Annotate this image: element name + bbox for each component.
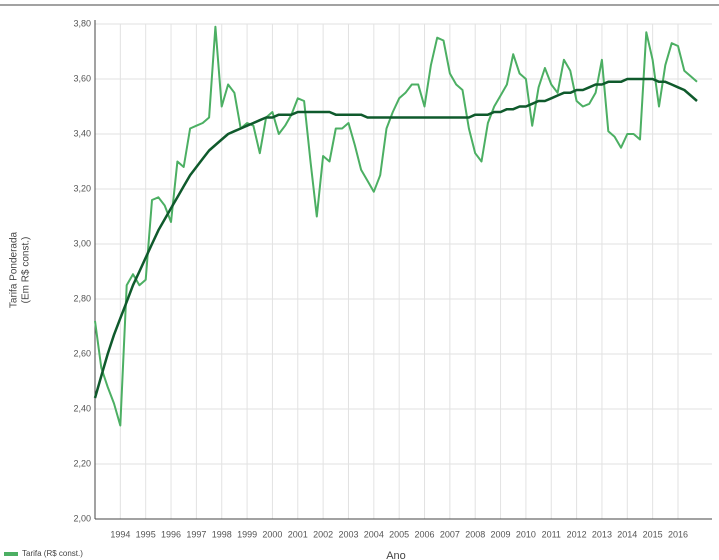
x-tick-label: 1997	[186, 529, 206, 539]
x-tick-label: 2000	[262, 529, 282, 539]
y-axis-title-line: Tarifa Ponderada	[9, 231, 20, 308]
x-tick-label: 2011	[542, 529, 561, 539]
x-tick-label: 2008	[465, 529, 485, 539]
y-tick-label: 2,20	[73, 458, 91, 468]
x-tick-label: 2014	[617, 529, 637, 539]
y-axis-title: Tarifa Ponderada (Em R$ const.)	[9, 231, 32, 308]
x-tick-label: 2015	[643, 529, 663, 539]
x-tick-label: 1996	[161, 529, 181, 539]
x-tick-label: 2002	[313, 529, 333, 539]
legend-label: Tarifa (R$ const.)	[22, 549, 83, 558]
y-tick-label: 3,60	[73, 73, 91, 83]
legend-swatch	[4, 552, 18, 556]
x-axis-title: Ano	[386, 550, 406, 560]
x-tick-label: 2016	[668, 529, 688, 539]
x-tick-label: 2004	[364, 529, 384, 539]
x-tick-label: 2005	[389, 529, 409, 539]
y-tick-label: 3,40	[73, 128, 91, 138]
x-tick-label: 1995	[136, 529, 156, 539]
x-tick-label: 2001	[288, 529, 308, 539]
data-line	[93, 77, 698, 399]
x-tick-label: 1999	[237, 529, 257, 539]
y-axis-title-line: (Em R$ const.)	[21, 237, 32, 304]
data-line	[94, 25, 698, 427]
y-tick-label: 3,00	[73, 238, 91, 248]
x-tick-label: 2009	[491, 529, 511, 539]
x-tick-label: 2013	[592, 529, 612, 539]
x-tick-label: 2006	[415, 529, 435, 539]
x-tick-label: 1994	[110, 529, 130, 539]
y-tick-label: 2,60	[73, 348, 91, 358]
x-tick-label: 2010	[516, 529, 536, 539]
x-tick-label: 2012	[567, 529, 587, 539]
y-tick-label: 3,20	[73, 183, 91, 193]
y-tick-label: 2,80	[73, 293, 91, 303]
y-tick-label: 2,40	[73, 403, 91, 413]
x-tick-label: 2003	[338, 529, 358, 539]
x-tick-label: 2007	[440, 529, 460, 539]
y-tick-label: 3,80	[73, 18, 91, 28]
x-tick-label: 1998	[212, 529, 232, 539]
y-tick-label: 2,00	[73, 513, 91, 523]
